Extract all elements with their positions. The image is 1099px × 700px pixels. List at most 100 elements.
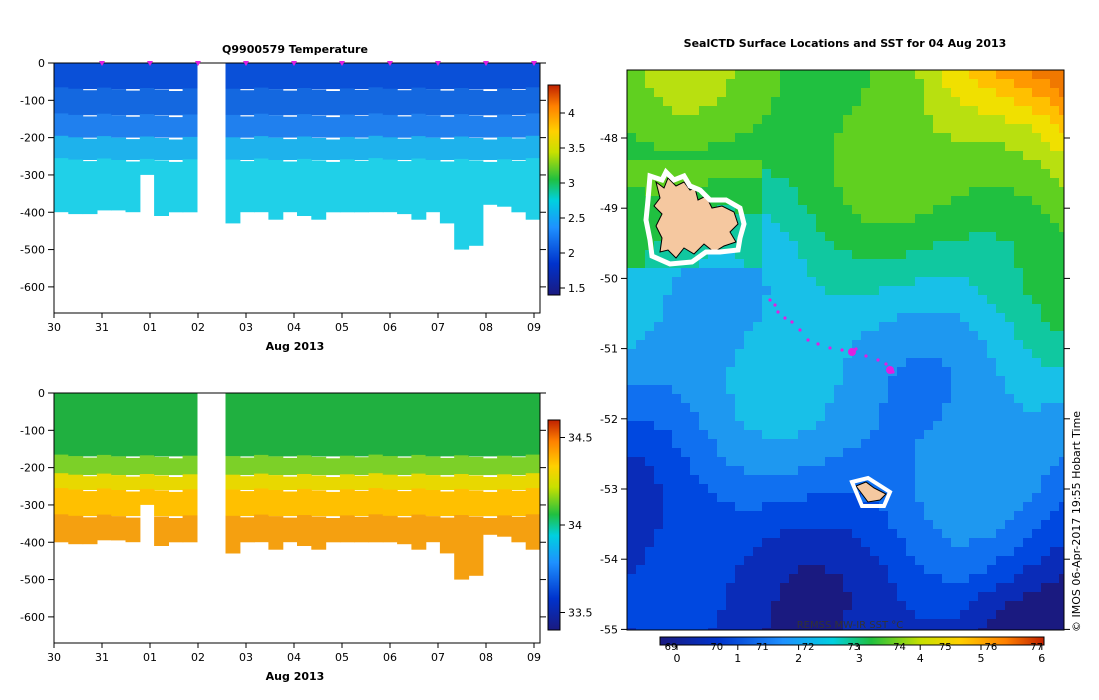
sst-cell bbox=[681, 124, 691, 134]
track-point bbox=[783, 316, 787, 320]
sst-cell bbox=[744, 448, 754, 458]
sst-cell bbox=[1050, 529, 1060, 539]
sst-cell bbox=[852, 466, 862, 476]
sst-cell bbox=[996, 484, 1006, 494]
sst-cell bbox=[663, 520, 673, 530]
sst-cell bbox=[789, 601, 799, 611]
sst-cell bbox=[915, 223, 925, 233]
profile-cell bbox=[225, 159, 241, 224]
sst-cell bbox=[915, 106, 925, 116]
sst-cell bbox=[879, 538, 889, 548]
sst-cell bbox=[663, 142, 673, 152]
sst-cell bbox=[888, 313, 898, 323]
profile-cell bbox=[96, 488, 112, 517]
sst-cell bbox=[987, 178, 997, 188]
sst-cell bbox=[735, 277, 745, 287]
sst-cell bbox=[843, 79, 853, 89]
profile-cell bbox=[439, 476, 455, 490]
sst-cell bbox=[843, 565, 853, 575]
sst-cell bbox=[852, 286, 862, 296]
sst-cell bbox=[870, 178, 880, 188]
sst-cell bbox=[951, 115, 961, 125]
sst-cell bbox=[951, 403, 961, 413]
sst-cell bbox=[780, 619, 790, 629]
sst-cell bbox=[762, 304, 772, 314]
sst-cell bbox=[1014, 439, 1024, 449]
sst-cell bbox=[690, 358, 700, 368]
sst-cell bbox=[771, 538, 781, 548]
sst-cell bbox=[1023, 187, 1033, 197]
sst-cell bbox=[825, 511, 835, 521]
sst-cell bbox=[672, 367, 682, 377]
sst-cell bbox=[672, 547, 682, 557]
sst-cell bbox=[780, 223, 790, 233]
profile-cell bbox=[182, 474, 198, 490]
sst-cell bbox=[690, 619, 700, 629]
sst-cell bbox=[798, 214, 808, 224]
sst-cell bbox=[960, 421, 970, 431]
sst-cell bbox=[825, 475, 835, 485]
sst-cell bbox=[717, 565, 727, 575]
sst-cell bbox=[663, 601, 673, 611]
sst-cell bbox=[933, 610, 943, 620]
profile-cell bbox=[297, 455, 312, 476]
sst-cell bbox=[933, 457, 943, 467]
sst-cell bbox=[789, 340, 799, 350]
profile-cell bbox=[54, 63, 69, 90]
sst-cell bbox=[960, 88, 970, 98]
sst-cell bbox=[780, 610, 790, 620]
sst-cell bbox=[834, 601, 844, 611]
sst-cell bbox=[852, 232, 862, 242]
sst-cell bbox=[942, 79, 952, 89]
profile-cell bbox=[168, 63, 184, 90]
sst-cell bbox=[834, 556, 844, 566]
sst-cell bbox=[816, 628, 826, 630]
sst-cell bbox=[1059, 421, 1064, 431]
x-tick-label: 01 bbox=[143, 321, 157, 334]
profile-cell bbox=[182, 63, 198, 90]
profile-cell bbox=[325, 518, 341, 543]
sst-cell bbox=[708, 142, 718, 152]
sst-cell bbox=[915, 376, 925, 386]
profile-cell bbox=[468, 393, 484, 457]
sst-cell bbox=[645, 538, 655, 548]
profile-cell bbox=[311, 393, 327, 457]
sst-cell bbox=[969, 304, 979, 314]
sst-cell bbox=[1041, 259, 1051, 269]
sst-cell bbox=[807, 367, 817, 377]
sst-cell bbox=[663, 610, 673, 620]
sst-cell bbox=[717, 574, 727, 584]
seal-track bbox=[768, 298, 895, 374]
sst-cell bbox=[978, 448, 988, 458]
profile-cell bbox=[139, 136, 155, 160]
sst-cell bbox=[1014, 295, 1024, 305]
sst-cell bbox=[933, 304, 943, 314]
profile-cell bbox=[397, 90, 412, 116]
sst-cell bbox=[654, 232, 664, 242]
sst-map-panel: SealCTD Surface Locations and SST for 04… bbox=[600, 37, 1083, 665]
sst-cell bbox=[663, 349, 673, 359]
sst-cell bbox=[1005, 547, 1015, 557]
sst-cell bbox=[960, 430, 970, 440]
sst-cell bbox=[825, 385, 835, 395]
sst-cell bbox=[708, 178, 718, 188]
sst-cell bbox=[798, 583, 808, 593]
sst-cell bbox=[807, 502, 817, 512]
sst-cell bbox=[708, 538, 718, 548]
sst-cell bbox=[879, 394, 889, 404]
sst-cell bbox=[942, 304, 952, 314]
profile-cell bbox=[339, 159, 355, 213]
sst-cell bbox=[888, 619, 898, 629]
profile-cell bbox=[468, 63, 484, 90]
profile-cell bbox=[511, 63, 527, 90]
sst-cell bbox=[690, 70, 700, 80]
sst-cell bbox=[708, 322, 718, 332]
sst-cell bbox=[699, 574, 709, 584]
sst-cell bbox=[1023, 610, 1033, 620]
sst-cell bbox=[1005, 322, 1015, 332]
profile-marker bbox=[147, 61, 153, 66]
profile-cell bbox=[139, 474, 155, 490]
sst-cell bbox=[780, 538, 790, 548]
sst-cell bbox=[798, 592, 808, 602]
sst-cell bbox=[798, 340, 808, 350]
